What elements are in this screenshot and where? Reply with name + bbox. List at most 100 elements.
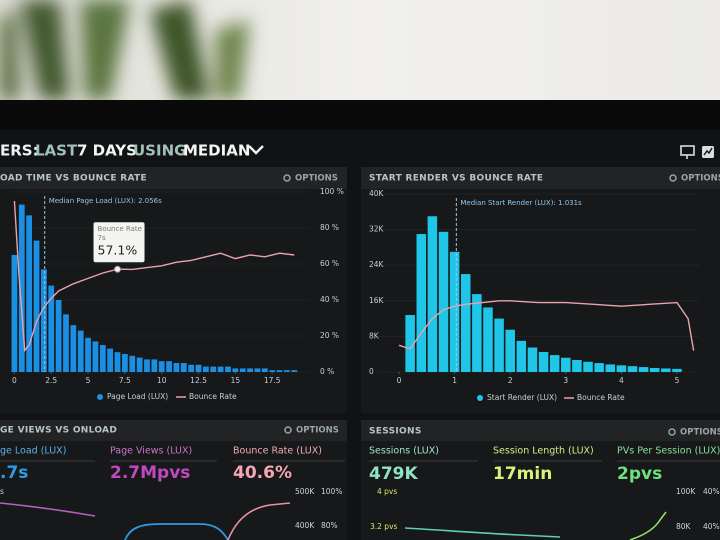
sparkline xyxy=(404,527,561,538)
options-button[interactable]: OPTIONS xyxy=(296,426,339,436)
axis-label: 400K xyxy=(295,521,315,530)
bar xyxy=(627,366,638,372)
bar xyxy=(158,361,165,372)
bar xyxy=(527,347,538,372)
axis-label: 80K xyxy=(676,522,692,531)
tooltip-box xyxy=(93,222,145,263)
sparkline xyxy=(227,502,291,540)
sparkline xyxy=(124,523,229,540)
panel-header xyxy=(0,420,347,441)
icon-shape xyxy=(703,147,713,156)
bar xyxy=(48,285,55,372)
tooltip-point xyxy=(114,265,122,273)
bar xyxy=(261,368,268,372)
x-tick-label: 3 xyxy=(563,376,568,385)
y2-tick-label: 40 % xyxy=(320,295,339,304)
bar xyxy=(99,345,106,372)
bar xyxy=(449,251,460,372)
bar xyxy=(239,368,246,372)
bar xyxy=(561,357,571,372)
panel-title: SESSIONS xyxy=(369,427,422,437)
legend-label: Page Load (LUX) xyxy=(107,392,168,401)
bar xyxy=(661,368,671,372)
metric-label: ge Load (LUX) xyxy=(0,446,66,457)
x-tick-label: 0 xyxy=(397,376,402,385)
panel-title: START RENDER VS BOUNCE RATE xyxy=(369,174,543,184)
bar xyxy=(129,355,136,372)
bar xyxy=(225,366,231,372)
y2-tick-label: 60 % xyxy=(320,259,339,268)
bar xyxy=(269,370,276,372)
metric-label: Sessions (LUX) xyxy=(369,446,439,457)
x-tick-label: 4 xyxy=(619,376,624,385)
bar xyxy=(18,204,25,372)
bar xyxy=(460,274,471,372)
bar xyxy=(254,368,261,372)
bar xyxy=(549,355,560,372)
bar xyxy=(40,269,47,372)
y2-tick-label: 0 % xyxy=(320,367,334,376)
metric-label: Page Views (LUX) xyxy=(110,446,192,457)
bar xyxy=(438,231,449,372)
sparkline xyxy=(0,502,96,517)
legend-label: Bounce Rate xyxy=(577,393,625,402)
gear-icon[interactable] xyxy=(284,426,292,434)
bar xyxy=(217,366,224,372)
bar xyxy=(173,363,180,372)
bar xyxy=(180,363,187,372)
bar xyxy=(672,368,682,372)
bar xyxy=(291,370,298,372)
bar xyxy=(649,367,660,372)
options-button[interactable]: OPTIONS xyxy=(295,174,338,184)
y-tick-label: 40K xyxy=(369,189,385,198)
bar xyxy=(616,365,627,372)
gear-icon[interactable] xyxy=(283,174,291,182)
chart-icon[interactable] xyxy=(702,146,714,158)
metric-value: 2pvs xyxy=(617,464,662,484)
metric-value: 40.6% xyxy=(233,463,292,483)
gear-icon[interactable] xyxy=(668,428,676,436)
bar xyxy=(483,307,493,372)
line xyxy=(13,200,295,353)
metric-label: Session Length (LUX) xyxy=(493,446,594,457)
bar xyxy=(166,361,172,372)
panel-header xyxy=(361,167,720,189)
median-label: Median Start Render (LUX): 1.031s xyxy=(460,199,582,207)
axis-label: 500K xyxy=(295,487,315,496)
bar xyxy=(188,364,195,372)
y2-tick-label: 20 % xyxy=(320,331,339,340)
gear-icon[interactable] xyxy=(669,174,677,182)
display-icon[interactable] xyxy=(680,145,695,159)
bar xyxy=(70,325,77,372)
y-tick-label: 32K xyxy=(369,225,385,234)
panel-header xyxy=(0,167,347,189)
y-tick-label: 8K xyxy=(369,331,380,340)
bar xyxy=(122,354,128,372)
bar xyxy=(11,255,18,372)
x-tick-label: 2.5 xyxy=(45,376,57,385)
bar xyxy=(583,361,593,372)
axis-label: 40% xyxy=(703,522,720,531)
bar xyxy=(26,215,33,372)
x-tick-label: 0 xyxy=(12,376,17,385)
x-tick-label: 1 xyxy=(452,376,457,385)
line xyxy=(398,300,695,351)
chart: 0 8K 16K 24K 32K 40K 0 1 2 3 4 5 Median Start Render… xyxy=(369,189,700,402)
bar xyxy=(505,329,515,372)
bar xyxy=(195,364,202,372)
bar xyxy=(144,359,150,372)
bar xyxy=(63,314,69,372)
y-tick-label: 24K xyxy=(369,260,385,269)
bar xyxy=(405,315,415,372)
axis-label: 100% xyxy=(321,487,342,496)
options-button[interactable]: OPTIONS xyxy=(681,174,720,184)
bar xyxy=(572,359,582,372)
bar xyxy=(232,368,239,372)
bar xyxy=(92,341,99,372)
metric-value: .7s xyxy=(0,463,28,483)
panel: SESSIONS OPTIONS Sessions (LUX) Session … xyxy=(361,420,720,540)
dropdown-chevron[interactable] xyxy=(248,145,264,155)
options-button[interactable]: OPTIONS xyxy=(680,428,720,438)
